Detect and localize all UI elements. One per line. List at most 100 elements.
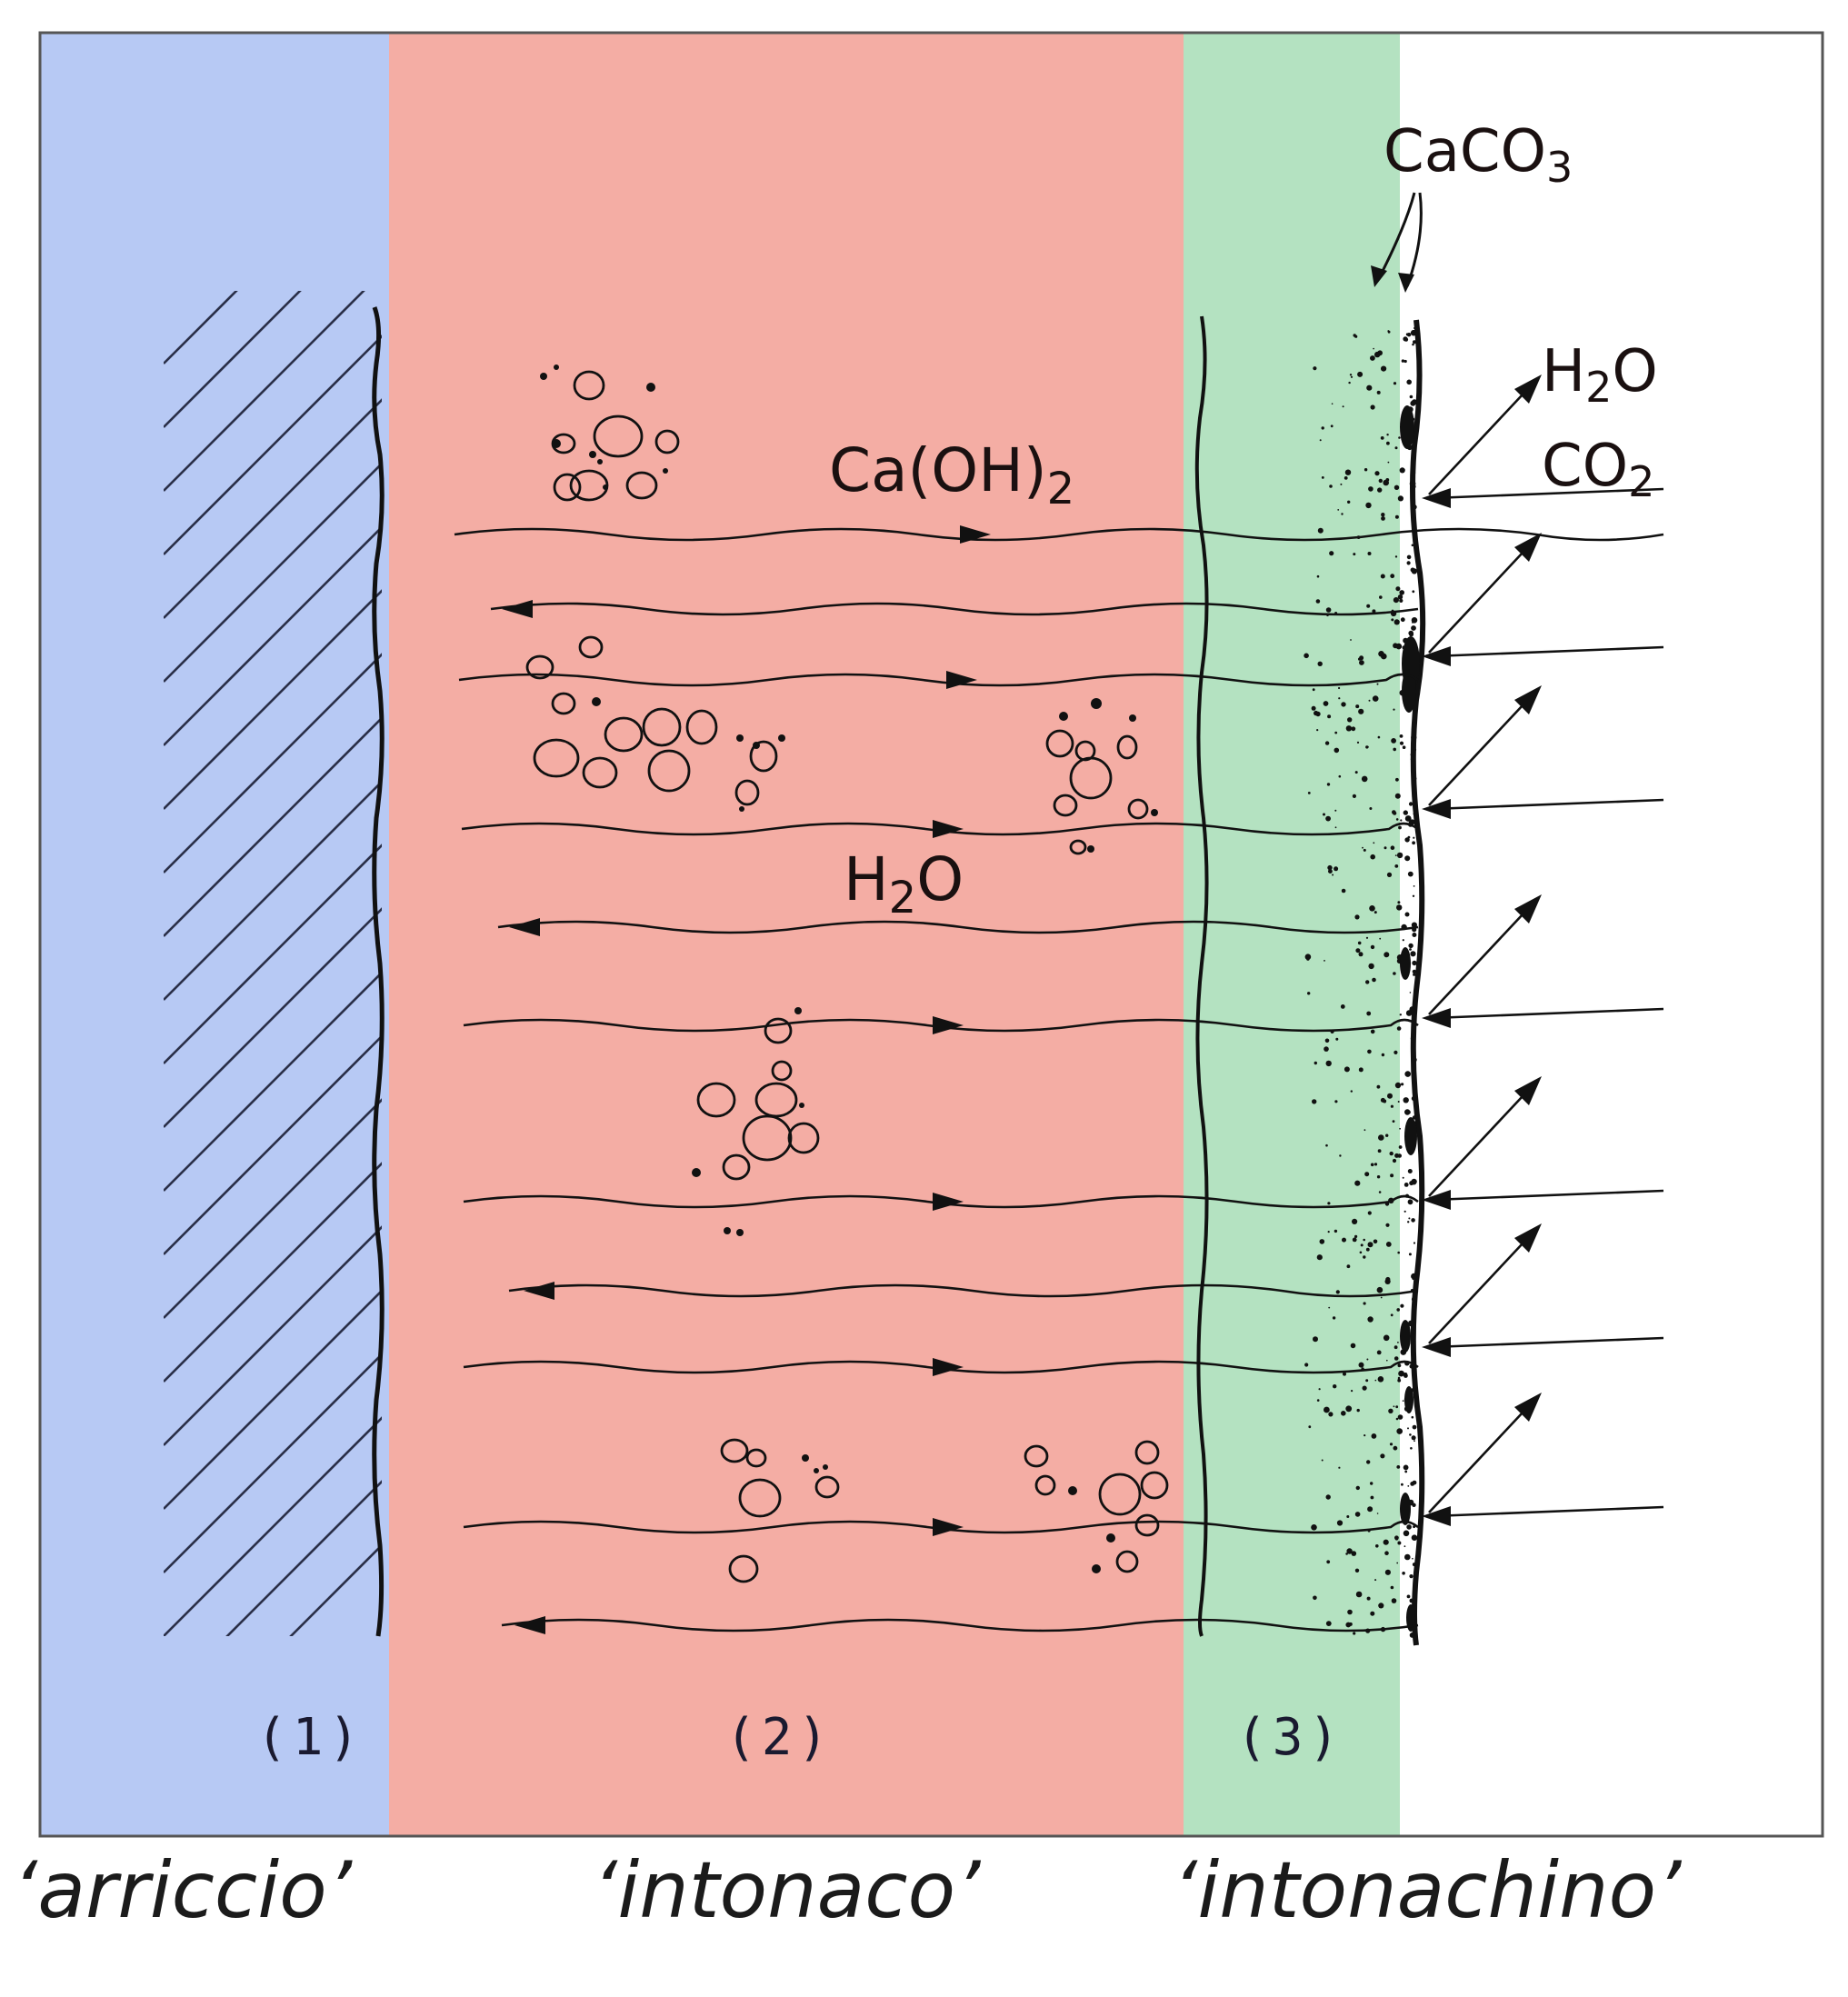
- carbonation-speckle: [1413, 504, 1415, 506]
- carbonation-speckle: [1322, 476, 1324, 479]
- carbonation-speckle: [1329, 484, 1333, 488]
- carbonation-speckle: [1413, 485, 1415, 487]
- carbonation-speckle: [1412, 1416, 1414, 1419]
- carbonation-speckle: [1374, 471, 1379, 475]
- carbonation-speckle: [1364, 1129, 1366, 1131]
- carbonation-speckle: [1396, 1308, 1400, 1312]
- carbonation-speckle: [1368, 1242, 1374, 1247]
- carbonation-speckle: [1384, 1551, 1389, 1555]
- carbonation-speckle: [1377, 1513, 1379, 1514]
- carbonation-speckle: [1396, 1418, 1399, 1421]
- carbonation-speckle: [1313, 1336, 1318, 1342]
- co2-inflow-arrow-head: [1422, 646, 1451, 666]
- exterior-exchange-arrows: [1429, 380, 1663, 1516]
- carbonation-speckle: [1358, 942, 1362, 945]
- carbonation-speckle: [1413, 1481, 1417, 1485]
- carbonation-speckle: [1381, 513, 1384, 516]
- carbonation-speckle: [1350, 374, 1352, 375]
- carbonation-speckle: [1360, 1252, 1363, 1254]
- carbonation-speckle: [1339, 1154, 1341, 1156]
- carbonation-speckle: [1337, 509, 1339, 511]
- carbonation-speckle: [1307, 992, 1310, 994]
- carbonation-speckle: [1366, 1012, 1371, 1016]
- carbonation-speckle: [1317, 575, 1320, 578]
- carbonation-speckle: [1312, 1099, 1316, 1103]
- carbonation-speckle: [1352, 1219, 1357, 1224]
- carbonation-speckle: [1338, 1467, 1340, 1469]
- carbonation-speckle: [1334, 748, 1340, 754]
- carbonation-speckle: [1386, 1242, 1392, 1247]
- carbonation-speckle: [1412, 933, 1416, 937]
- h2o-outflow-arrow: [1429, 1398, 1536, 1513]
- carbonation-speckle: [1413, 1242, 1415, 1243]
- carbonation-speckle: [1398, 594, 1403, 599]
- carbonation-speckle: [1404, 1211, 1406, 1213]
- carbonation-speckle: [1372, 1433, 1377, 1439]
- carbonation-speckle: [1326, 607, 1332, 613]
- carbonation-blob: [1400, 1493, 1411, 1525]
- carbonation-speckle: [1410, 401, 1415, 406]
- carbonation-speckle: [1413, 895, 1414, 897]
- layer-number-3: (3): [1236, 1708, 1344, 1767]
- h2o-outflow-arrow: [1429, 1229, 1536, 1343]
- aggregate-dot: [540, 373, 547, 380]
- carbonation-speckle: [1386, 442, 1390, 445]
- co2-inflow-arrow: [1433, 1191, 1663, 1200]
- carbonation-speckle: [1364, 849, 1366, 852]
- carbonation-speckle: [1379, 595, 1383, 599]
- carbonation-speckle: [1395, 515, 1399, 519]
- carbonation-speckle: [1319, 1388, 1321, 1390]
- carbonation-speckle: [1347, 501, 1350, 504]
- carbonation-speckle: [1393, 812, 1396, 815]
- carbonation-speckle: [1403, 745, 1406, 749]
- carbonation-speckle: [1365, 980, 1369, 984]
- carbonation-speckle: [1367, 1597, 1371, 1601]
- aggregate-dot: [736, 1229, 744, 1236]
- aggregate-dot: [814, 1468, 819, 1473]
- exterior-arrow-heads: [1422, 374, 1542, 1526]
- carbonation-speckle: [1341, 702, 1345, 706]
- carbonation-speckle: [1355, 704, 1359, 708]
- carbonation-speckle: [1411, 734, 1416, 740]
- carbonation-speckle: [1404, 1471, 1407, 1473]
- carbonation-speckle: [1397, 1542, 1401, 1545]
- caoh2-sub: 2: [1047, 464, 1075, 514]
- carbonation-speckle: [1373, 842, 1374, 844]
- carbonation-speckle: [1336, 1290, 1340, 1293]
- carbonation-speckle: [1396, 1428, 1403, 1434]
- carbonation-speckle: [1378, 1134, 1384, 1141]
- carbonation-speckle: [1410, 992, 1412, 994]
- carbonation-speckle: [1381, 654, 1387, 660]
- carbonation-speckle: [1347, 1264, 1351, 1268]
- carbonation-speckle: [1381, 516, 1385, 521]
- carbonation-speckle: [1388, 462, 1390, 464]
- carbonation-speckle: [1345, 470, 1351, 475]
- carbonation-speckle: [1391, 1586, 1394, 1590]
- carbonation-speckle: [1386, 434, 1388, 435]
- carbonation-speckle: [1413, 340, 1416, 344]
- carbonation-speckle: [1398, 1377, 1401, 1380]
- carbonation-speckle: [1346, 1515, 1349, 1518]
- carbonation-speckle: [1396, 1465, 1400, 1469]
- aggregate-dot: [823, 1464, 828, 1470]
- carbonation-speckle: [1395, 1405, 1398, 1408]
- carbonation-speckle: [1399, 590, 1404, 595]
- co2-inflow-arrow: [1433, 800, 1663, 809]
- carbonation-speckle: [1379, 1191, 1382, 1193]
- carbonation-speckle: [1413, 719, 1415, 722]
- carbonation-speckle: [1403, 1177, 1404, 1179]
- carbonation-speckle: [1357, 742, 1359, 744]
- carbonation-speckle: [1393, 972, 1396, 975]
- carbonation-speckle: [1413, 748, 1416, 752]
- carbonation-speckle: [1394, 1345, 1398, 1349]
- carbonation-speckle: [1408, 944, 1413, 948]
- carbonation-speckle: [1334, 866, 1338, 871]
- h2o-exterior-label: H2O: [1542, 338, 1658, 412]
- carbonation-speckle: [1410, 1447, 1413, 1450]
- carbonation-speckle: [1395, 794, 1401, 799]
- carbonation-speckle: [1325, 1144, 1328, 1147]
- carbonation-speckle: [1363, 1239, 1365, 1242]
- carbonation-speckle: [1325, 741, 1329, 744]
- carbonation-speckle: [1400, 467, 1405, 473]
- carbonation-speckle: [1362, 776, 1368, 783]
